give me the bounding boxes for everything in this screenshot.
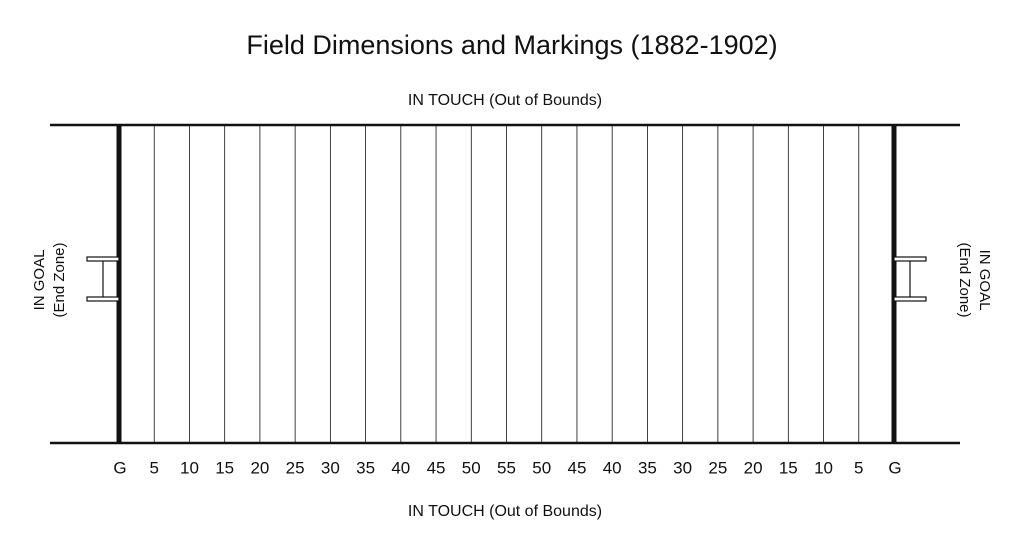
yard-label: 45 xyxy=(567,458,586,477)
yard-label: 55 xyxy=(497,458,516,477)
yard-label: 20 xyxy=(744,458,763,477)
yard-label: G xyxy=(888,458,901,477)
yard-label: 25 xyxy=(708,458,727,477)
yard-label: G xyxy=(113,458,126,477)
yard-label: 40 xyxy=(603,458,622,477)
right-end-zone-label: IN GOAL (End Zone) xyxy=(956,242,993,317)
yard-lines xyxy=(116,125,897,443)
yard-label: 35 xyxy=(356,458,375,477)
top-label: IN TOUCH (Out of Bounds) xyxy=(408,92,602,109)
yard-label: 5 xyxy=(854,458,863,477)
yard-label: 45 xyxy=(427,458,446,477)
yard-label: 20 xyxy=(250,458,269,477)
end-zone-line2: (End Zone) xyxy=(956,242,973,317)
yard-label: 30 xyxy=(321,458,340,477)
yard-label: 50 xyxy=(532,458,551,477)
yard-label: 10 xyxy=(814,458,833,477)
yard-label: 35 xyxy=(638,458,657,477)
end-zone-line1: IN GOAL xyxy=(976,250,993,311)
left-end-zone-label: IN GOAL (End Zone) xyxy=(31,242,68,317)
yard-label: 30 xyxy=(673,458,692,477)
end-zone-line2: (End Zone) xyxy=(51,242,68,317)
title: Field Dimensions and Markings (1882-1902… xyxy=(246,30,777,60)
yard-label: 50 xyxy=(462,458,481,477)
right-goal-post xyxy=(893,256,927,302)
yard-label: 25 xyxy=(286,458,305,477)
end-zone-line1: IN GOAL xyxy=(31,250,48,311)
yard-label: 15 xyxy=(779,458,798,477)
bottom-label: IN TOUCH (Out of Bounds) xyxy=(408,503,602,520)
yard-label: 40 xyxy=(391,458,410,477)
yard-label: 5 xyxy=(149,458,158,477)
yard-label: 10 xyxy=(180,458,199,477)
yard-label: 15 xyxy=(215,458,234,477)
left-goal-post xyxy=(86,256,120,302)
